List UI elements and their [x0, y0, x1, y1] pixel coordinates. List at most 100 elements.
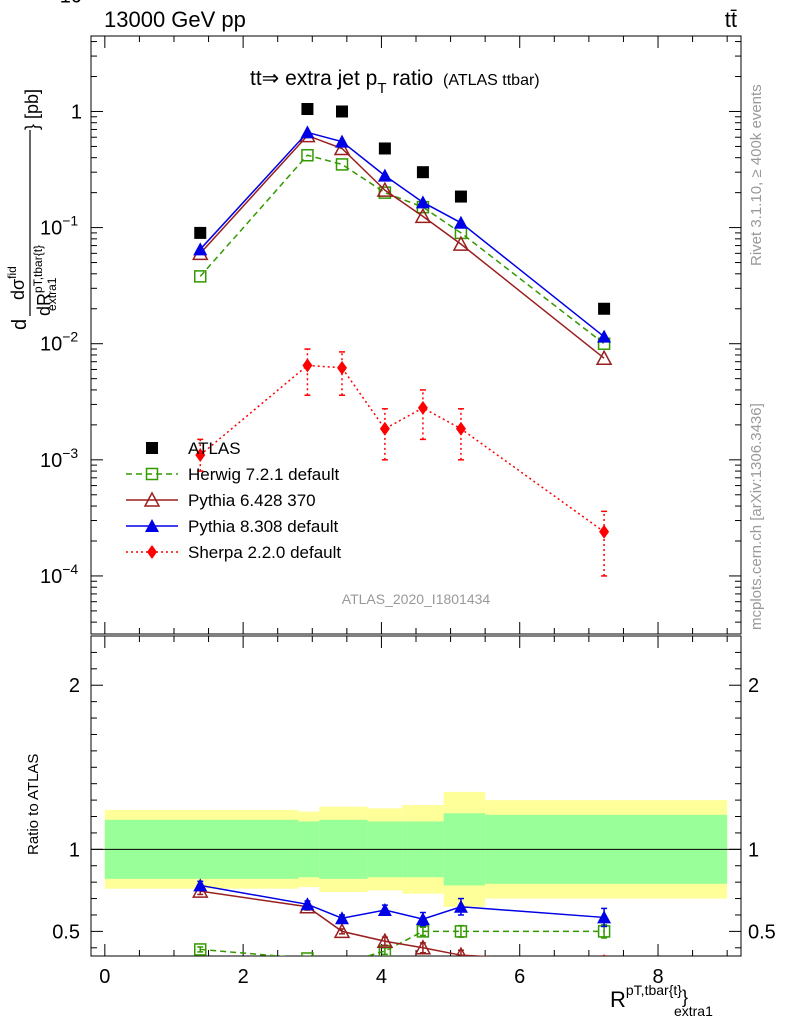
y-tick-label: 10−4 [40, 561, 78, 588]
point-data [301, 103, 314, 116]
legend-marker-py8 [145, 519, 159, 532]
ratio-point-py8 [453, 899, 468, 913]
point-py8 [597, 329, 612, 343]
ratio-series-py8 [193, 878, 612, 928]
point-sherpa [417, 400, 428, 415]
point-py8 [300, 125, 315, 139]
ratio-tick-label-right: 1 [748, 839, 759, 861]
y-tick-label: 10−3 [40, 445, 78, 472]
ratio-point-py8 [597, 910, 612, 924]
axis-ticks: 0 2 4 6 8 10 1 10−1 10−2 10−3 10−4 0.5 0.5 1 1 2 2 [40, 0, 776, 988]
chart-title-rest: ratio [386, 67, 433, 90]
y-axis-label: d dσfid dRpT,tbar{t}extra1 } [pb] [5, 89, 59, 330]
ratio-series-herwig [194, 924, 611, 969]
point-py8 [193, 242, 208, 256]
x-tick-label: 2 [238, 966, 249, 988]
series-line-py8 [199, 131, 605, 338]
ratio-point-py6 [414, 939, 432, 955]
ratio-tick-label-right: 2 [748, 675, 759, 697]
x-tick-label: 6 [514, 966, 525, 988]
point-herwig [335, 158, 349, 171]
legend-item-py6: Pythia 6.428 370 [126, 491, 316, 510]
series-herwig [194, 148, 611, 350]
y-tick-label: 1 [71, 101, 82, 123]
series-line-herwig [199, 154, 605, 345]
ratio-point-herwig [337, 958, 348, 969]
ratio-frame [90, 635, 742, 957]
legend-label-py8: Pythia 8.308 default [188, 517, 339, 536]
ratio-point-py8 [377, 903, 392, 917]
header-right: tt̄ [725, 7, 737, 32]
ratio-tick-label-right: 0.5 [748, 921, 776, 943]
ratio-point-py8 [193, 878, 208, 892]
legend-item-data: ATLAS [146, 439, 241, 458]
legend-label-data: ATLAS [188, 439, 241, 458]
series-data [194, 103, 611, 315]
chart-title-main: tt⇒ extra jet p [250, 67, 377, 90]
x-tick-label: 4 [376, 966, 387, 988]
point-py8 [377, 168, 392, 182]
legend-marker-py6 [143, 491, 161, 507]
ratio-point-py8 [335, 911, 350, 925]
x-axis-label: RpT,tbar{t}} extra1 [610, 982, 713, 1019]
series-line-py6 [199, 134, 605, 359]
point-herwig [194, 270, 207, 283]
ratio-tick-label-left: 0.5 [52, 921, 80, 943]
y-tick-label: 10 [60, 0, 82, 7]
point-sherpa [302, 358, 313, 373]
point-sherpa [195, 448, 206, 463]
ratio-point-py6 [602, 953, 606, 956]
point-data [194, 226, 207, 239]
legend-label-herwig: Herwig 7.2.1 default [188, 465, 339, 484]
ratio-point-herwig [301, 952, 314, 956]
point-data [378, 142, 391, 155]
ratio-line-herwig [200, 930, 605, 956]
ratio-point-py8 [300, 897, 315, 911]
point-sherpa [379, 421, 390, 436]
y-tick-label: 10−2 [40, 329, 78, 356]
point-py6 [452, 235, 470, 251]
ratio-y-label: Ratio to ATLAS [25, 754, 42, 855]
ratio-point-py8 [415, 912, 430, 926]
main-series [191, 103, 613, 577]
ratio-line-py6 [200, 890, 492, 956]
series-py8 [193, 125, 612, 343]
point-py8 [335, 134, 350, 148]
y-label-d: d [9, 319, 31, 330]
ratio-series [191, 878, 612, 969]
y-label-unit: } [pb] [22, 89, 42, 130]
point-sherpa [599, 524, 610, 539]
ratio-point-py6 [333, 922, 351, 939]
ratio-tick-label-left: 2 [69, 675, 80, 697]
point-data [416, 166, 429, 179]
legend: ATLAS Herwig 7.2.1 default Pythia 6.428 37… [126, 439, 341, 562]
point-py6 [414, 207, 432, 224]
point-py6 [595, 349, 613, 365]
point-py8 [415, 195, 430, 209]
point-data [336, 105, 349, 118]
legend-item-sherpa: Sherpa 2.2.0 default [126, 543, 341, 562]
legend-marker-herwig [145, 467, 159, 481]
point-sherpa [455, 421, 466, 436]
point-herwig [301, 148, 314, 162]
legend-item-herwig: Herwig 7.2.1 default [126, 465, 339, 484]
ratio-tick-label-left: 1 [69, 839, 80, 861]
chart-title-small: (ATLAS ttbar) [443, 72, 540, 89]
point-py8 [453, 215, 468, 229]
legend-label-py6: Pythia 6.428 370 [188, 491, 316, 510]
rivet-label: Rivet 3.1.10, ≥ 400k events [748, 84, 765, 266]
series-py6 [191, 127, 613, 365]
chart-title: tt⇒ extra jet pT ratio (ATLAS ttbar) [250, 67, 540, 97]
point-py6 [333, 139, 351, 156]
ratio-point-herwig [454, 925, 468, 938]
ratio-point-py6 [376, 932, 394, 948]
point-sherpa [337, 360, 348, 375]
y-label-den: dRpT,tbar{t}extra1 [31, 245, 59, 316]
mcplots-label: mcplots.cern.ch [arXiv:1306.3436] [748, 403, 765, 630]
y-label-num: dσfid [5, 266, 28, 300]
legend-item-py8: Pythia 8.308 default [126, 517, 339, 536]
y-tick-label: 10−1 [40, 213, 78, 240]
watermark: ATLAS_2020_I1801434 [342, 591, 491, 607]
point-data [598, 302, 611, 315]
